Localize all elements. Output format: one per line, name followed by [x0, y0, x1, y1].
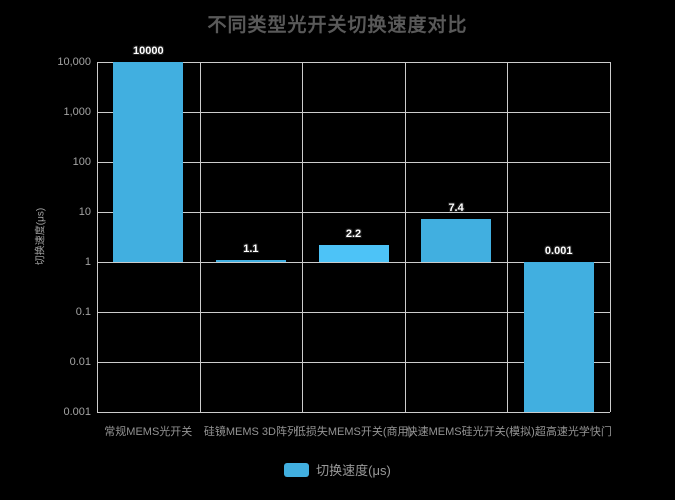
bar-value-label: 1.1: [243, 242, 259, 255]
x-axis-category-label: 快速MEMS硅光开关: [406, 426, 506, 438]
gridline-vertical: [97, 62, 98, 412]
plot-area: [97, 62, 611, 413]
x-axis-category-label: 硅镜MEMS 3D阵列: [203, 426, 298, 438]
bar-2[interactable]: [215, 259, 286, 262]
legend: 切换速度(μs): [0, 460, 675, 479]
legend-item-switch-speed[interactable]: 切换速度(μs): [284, 460, 391, 479]
gridline-vertical: [302, 62, 304, 412]
chart-title: 不同类型光开关切换速度对比: [207, 15, 468, 36]
bar-1[interactable]: [113, 62, 184, 262]
y-axis-tick-label: 10: [78, 206, 91, 218]
gridline-horizontal: [97, 412, 610, 413]
y-axis-tick-label: 1,000: [63, 106, 91, 118]
x-axis-category-label: 常规MEMS光开关: [104, 426, 193, 438]
x-axis-category-label: (模拟)超高速光学快门: [505, 426, 612, 438]
gridline-horizontal: [97, 162, 610, 163]
gridline-horizontal: [97, 62, 610, 63]
y-axis-tick-label: 0.1: [75, 306, 91, 318]
gridline-horizontal: [97, 362, 610, 363]
gridline-horizontal: [97, 262, 610, 263]
y-axis-tick-label: 100: [72, 156, 91, 168]
bar-value-label: 7.4: [448, 201, 464, 214]
bar-4[interactable]: [421, 218, 492, 262]
gridline-horizontal: [97, 212, 610, 213]
bar-value-label: 2.2: [345, 227, 362, 240]
x-axis-category-label: 低损失MEMS开关(商用): [294, 426, 413, 438]
y-axis-tick-label: 0.01: [69, 356, 91, 368]
gridline-vertical: [507, 62, 509, 412]
gridline-vertical: [199, 62, 201, 412]
bar-3[interactable]: [318, 244, 389, 262]
legend-swatch: [284, 462, 310, 477]
y-axis-tick-label: 0.001: [63, 406, 91, 418]
gridline-horizontal: [97, 112, 610, 113]
gridline-vertical: [404, 62, 406, 412]
y-axis-tick-label: 1: [84, 256, 91, 268]
bar-5[interactable]: [523, 262, 594, 412]
gridline-horizontal: [97, 312, 610, 313]
legend-label: 切换速度(μs): [316, 463, 391, 478]
bar-value-label: 10000: [133, 45, 164, 57]
bar-value-label: 0.001: [544, 245, 573, 257]
gridline-vertical: [610, 62, 611, 412]
y-axis-tick-label: 10,000: [57, 56, 91, 68]
